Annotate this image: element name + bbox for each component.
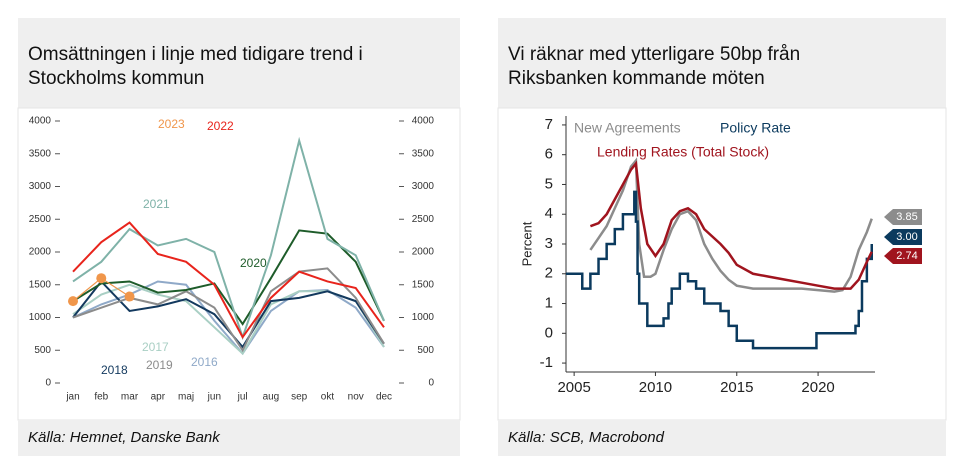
legend-label: Lending Rates (Total Stock) xyxy=(597,144,769,160)
plot-panel xyxy=(497,107,947,421)
chart-title: Riksbanken kommande möten xyxy=(508,68,765,89)
x-tick-label: jan xyxy=(65,392,79,403)
series-label: 2016 xyxy=(191,355,218,369)
y-tick-label: 5 xyxy=(545,175,553,192)
y-tick-label: 0 xyxy=(45,378,51,389)
chart-title: Omsättningen i linje med tidigare trend … xyxy=(28,44,363,65)
legend-label: Policy Rate xyxy=(720,120,791,136)
y2-tick-label: 2000 xyxy=(412,247,435,258)
x-tick-label: 2015 xyxy=(720,379,753,396)
end-label-box xyxy=(884,209,922,225)
y2-tick-label: 0 xyxy=(428,378,434,389)
end-label: 3.85 xyxy=(896,211,917,223)
y-axis-label: Percent xyxy=(519,221,534,266)
x-tick-label: sep xyxy=(291,392,308,403)
y-tick-label: 4000 xyxy=(29,116,52,127)
x-tick-label: 2020 xyxy=(801,379,834,396)
y-tick-label: 1 xyxy=(545,295,553,312)
y-tick-label: 500 xyxy=(34,345,51,356)
end-label: 3.00 xyxy=(896,231,917,243)
y2-tick-label: 4000 xyxy=(412,116,435,127)
y-tick-label: 7 xyxy=(545,116,553,133)
y-tick-label: 2500 xyxy=(29,214,52,225)
y2-tick-label: 2500 xyxy=(412,214,435,225)
y-tick-label: -1 xyxy=(540,354,553,371)
y-tick-label: 3000 xyxy=(29,181,52,192)
footer-band xyxy=(498,420,946,456)
y2-tick-label: 3000 xyxy=(412,181,435,192)
point xyxy=(68,296,78,307)
x-tick-label: nov xyxy=(348,392,364,403)
series-label: 2021 xyxy=(143,197,170,211)
x-tick-label: maj xyxy=(178,392,194,403)
x-tick-label: 2010 xyxy=(639,379,672,396)
plot-panel xyxy=(17,107,461,421)
series-label: 2019 xyxy=(146,358,173,372)
x-tick-label: okt xyxy=(321,392,335,403)
chart-title: Stockholms kommun xyxy=(28,68,204,89)
series-line xyxy=(566,190,873,350)
series-label: 2022 xyxy=(207,119,234,133)
series-label: 2017 xyxy=(142,340,169,354)
x-tick-label: jun xyxy=(207,392,221,403)
y-tick-label: 4 xyxy=(545,205,553,222)
series-line xyxy=(72,267,385,353)
legend-label: New Agreements xyxy=(574,120,681,136)
y2-tick-label: 1000 xyxy=(412,312,435,323)
header-band xyxy=(498,18,946,108)
x-tick-label: 2005 xyxy=(557,379,590,396)
series-line xyxy=(72,136,385,341)
footer-band xyxy=(18,420,460,456)
y-tick-label: 2 xyxy=(545,265,553,282)
source: Källa: SCB, Macrobond xyxy=(508,429,665,446)
y-tick-label: 1000 xyxy=(29,312,52,323)
y-tick-label: 3500 xyxy=(29,148,52,159)
y-tick-label: 2000 xyxy=(29,247,52,258)
y-tick-label: 0 xyxy=(545,324,553,341)
y2-tick-label: 3500 xyxy=(412,148,435,159)
end-label-box xyxy=(884,248,922,264)
y2-tick-label: 1500 xyxy=(412,279,435,290)
series-line xyxy=(72,221,385,340)
y-tick-label: 1500 xyxy=(29,279,52,290)
x-tick-label: feb xyxy=(94,392,108,403)
x-tick-label: jul xyxy=(237,392,248,403)
x-tick-label: aug xyxy=(263,392,280,403)
series-line xyxy=(589,160,873,290)
series-line xyxy=(72,229,385,326)
source: Källa: Hemnet, Danske Bank xyxy=(28,429,221,446)
series-line xyxy=(589,157,873,293)
y-tick-label: 3 xyxy=(545,235,553,252)
header-band xyxy=(18,18,460,108)
y-tick-label: 6 xyxy=(545,146,553,163)
series-label: 2018 xyxy=(101,363,128,377)
x-tick-label: mar xyxy=(121,392,139,403)
point xyxy=(96,273,107,284)
x-tick-label: dec xyxy=(376,392,392,403)
y2-tick-label: 500 xyxy=(417,345,434,356)
x-tick-label: apr xyxy=(151,392,166,403)
series-label: 2023 xyxy=(158,117,185,131)
series-label: 2020 xyxy=(240,256,267,270)
chart-title: Vi räknar med ytterligare 50bp från xyxy=(508,44,800,65)
end-label: 2.74 xyxy=(896,250,917,262)
point xyxy=(124,291,135,302)
end-label-box xyxy=(884,229,922,245)
